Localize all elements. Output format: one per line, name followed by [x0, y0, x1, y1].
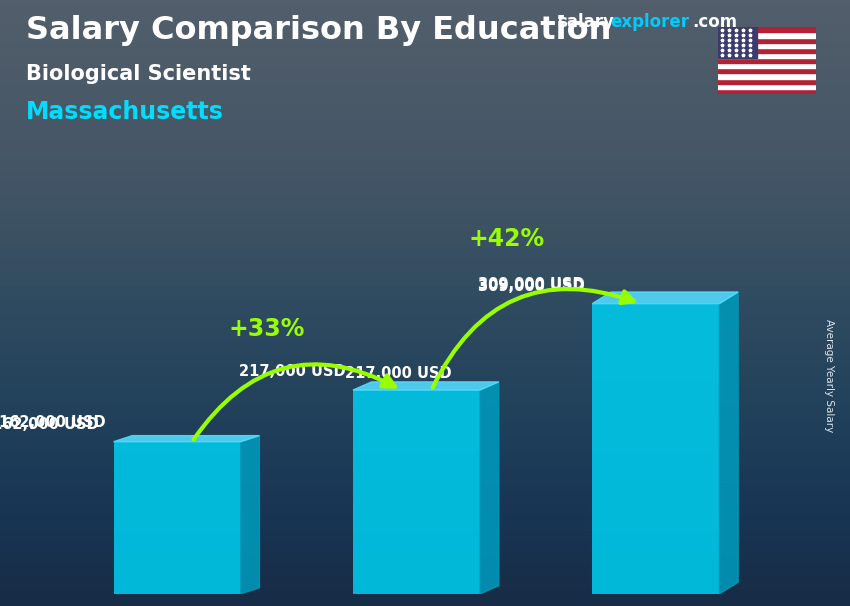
Text: Biological Scientist: Biological Scientist [26, 64, 251, 84]
Text: 309,000 USD: 309,000 USD [479, 279, 585, 295]
Text: Massachusetts: Massachusetts [26, 100, 224, 124]
Polygon shape [353, 382, 499, 390]
Bar [718, 53, 816, 58]
Text: 217,000 USD: 217,000 USD [345, 365, 452, 381]
Text: 162,000 USD: 162,000 USD [0, 418, 99, 432]
Polygon shape [592, 292, 738, 304]
Bar [718, 58, 816, 63]
FancyBboxPatch shape [353, 390, 480, 594]
Text: +33%: +33% [229, 316, 305, 341]
FancyArrowPatch shape [194, 364, 395, 439]
Bar [718, 73, 816, 79]
Text: 162,000 USD: 162,000 USD [0, 416, 106, 430]
Bar [718, 68, 816, 73]
Bar [718, 38, 816, 42]
Bar [718, 89, 816, 94]
Text: Average Yearly Salary: Average Yearly Salary [824, 319, 834, 432]
Bar [718, 27, 757, 58]
Bar [718, 79, 816, 84]
Bar [718, 27, 816, 32]
Text: 309,000 USD: 309,000 USD [479, 278, 585, 292]
Text: 217,000 USD: 217,000 USD [239, 364, 345, 379]
Bar [718, 84, 816, 89]
Polygon shape [719, 292, 738, 594]
Bar [718, 42, 816, 48]
Bar [718, 32, 816, 38]
Polygon shape [480, 382, 499, 594]
Text: explorer: explorer [610, 13, 689, 32]
FancyBboxPatch shape [592, 304, 719, 594]
Polygon shape [241, 436, 259, 594]
Text: salary: salary [557, 13, 614, 32]
Bar [718, 48, 816, 53]
Bar [718, 63, 816, 68]
Text: .com: .com [693, 13, 738, 32]
FancyArrowPatch shape [433, 289, 634, 388]
Text: +42%: +42% [468, 227, 544, 251]
FancyBboxPatch shape [114, 442, 241, 594]
Text: Salary Comparison By Education: Salary Comparison By Education [26, 15, 611, 46]
Polygon shape [114, 436, 259, 442]
